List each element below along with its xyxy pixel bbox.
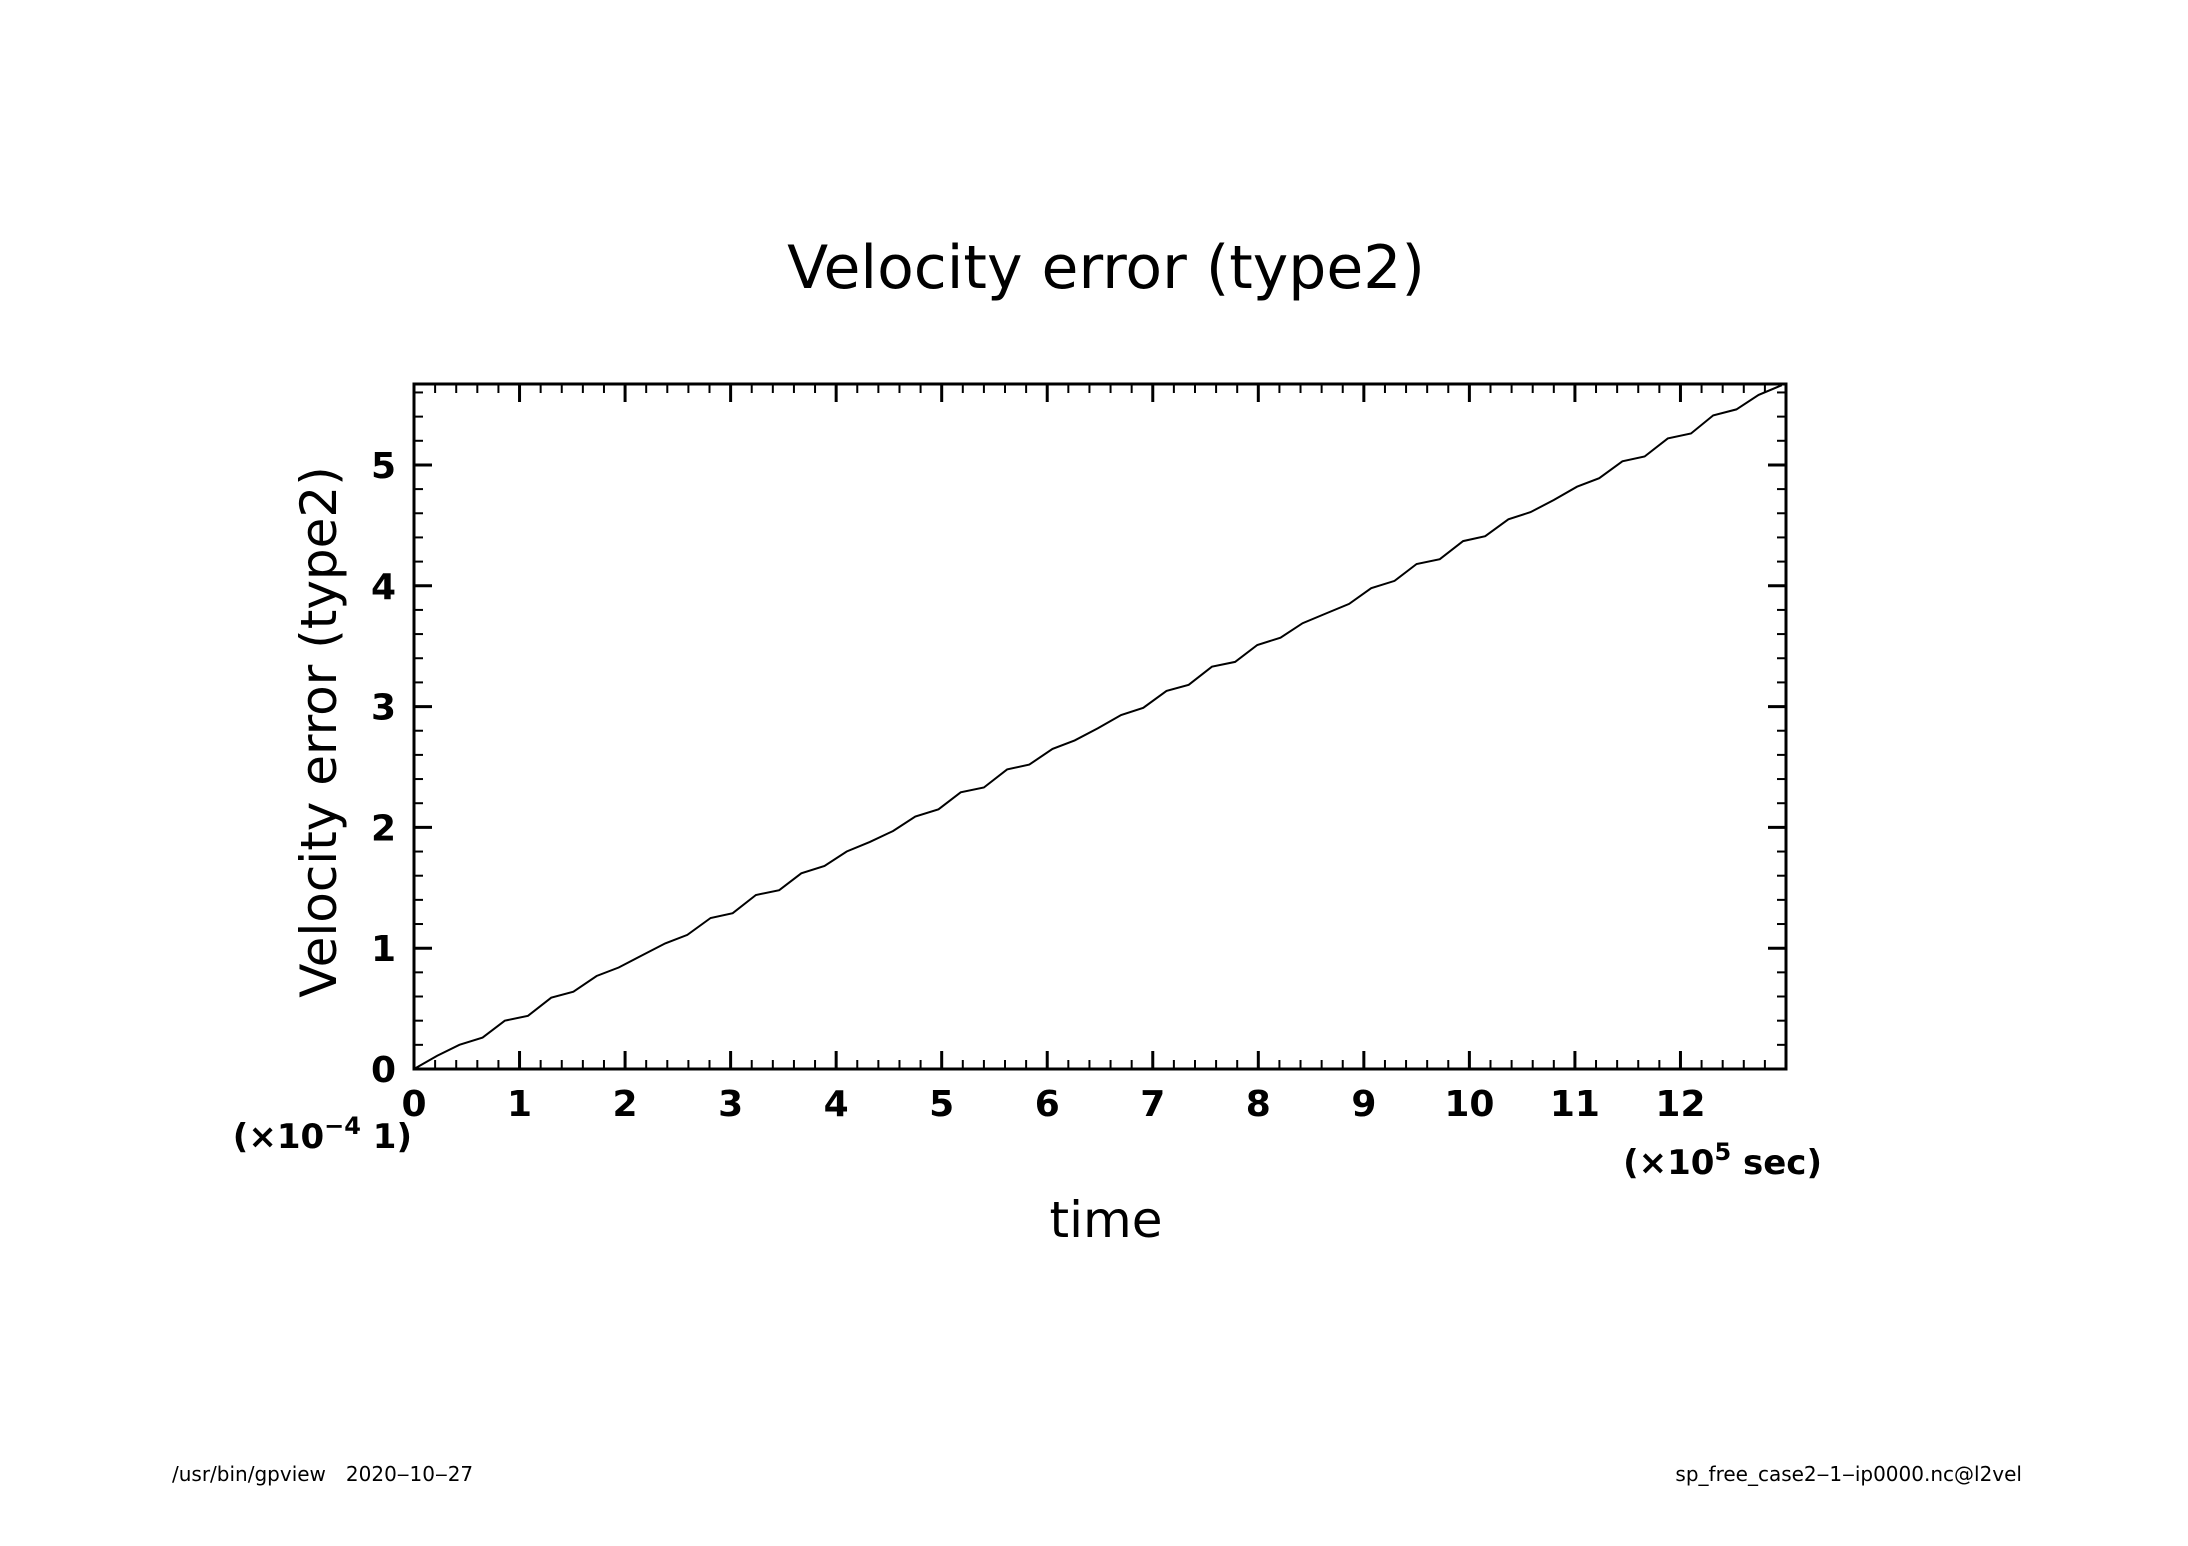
footer-left: /usr/bin/gpview 2020‒10‒27 (172, 1462, 473, 1486)
x-axis-scale-label: (×105 sec) (1623, 1138, 1822, 1183)
x-tick-label: 10 (1444, 1084, 1494, 1125)
x-axis-ticks (412, 384, 1788, 1069)
y-tick-label: 5 (371, 446, 396, 487)
x-tick-label: 8 (1246, 1084, 1271, 1125)
y-tick-label: 0 (371, 1050, 396, 1091)
x-tick-label: 4 (824, 1084, 849, 1125)
x-tick-label: 3 (718, 1084, 743, 1125)
x-tick-label: 7 (1140, 1084, 1165, 1125)
y-tick-label: 2 (371, 808, 396, 849)
x-tick-label: 6 (1035, 1084, 1060, 1125)
x-tick-label: 5 (929, 1084, 954, 1125)
x-tick-label: 9 (1351, 1084, 1376, 1125)
footer-date: 2020‒10‒27 (345, 1462, 474, 1486)
x-axis-tick-labels: 0 1 2 3 4 5 6 7 8 9 10 11 12 (401, 1084, 1705, 1125)
y-tick-label: 4 (371, 567, 396, 608)
y-axis-scale-label: (×10−4 1) (233, 1112, 412, 1157)
x-tick-label: 0 (401, 1084, 426, 1125)
plot-area (412, 382, 1788, 1071)
footer-program: /usr/bin/gpview (172, 1462, 326, 1486)
x-tick-label: 2 (613, 1084, 638, 1125)
x-tick-label: 11 (1550, 1084, 1600, 1125)
chart-title: Velocity error (type2) (787, 233, 1425, 303)
x-tick-label: 1 (507, 1084, 532, 1125)
y-tick-label: 3 (371, 688, 396, 729)
y-axis-tick-labels: 0 1 2 3 4 5 (371, 446, 396, 1091)
series-line (413, 384, 1783, 1070)
plot-frame (412, 382, 1788, 1071)
y-axis-label: Velocity error (type2) (290, 466, 348, 998)
y-axis-ticks (414, 391, 1786, 1071)
footer-source: sp_free_case2‒1‒ip0000.nc@l2vel (1675, 1462, 2022, 1486)
y-tick-label: 1 (371, 929, 396, 970)
x-tick-label: 12 (1655, 1084, 1705, 1125)
x-axis-label: time (1050, 1191, 1163, 1249)
